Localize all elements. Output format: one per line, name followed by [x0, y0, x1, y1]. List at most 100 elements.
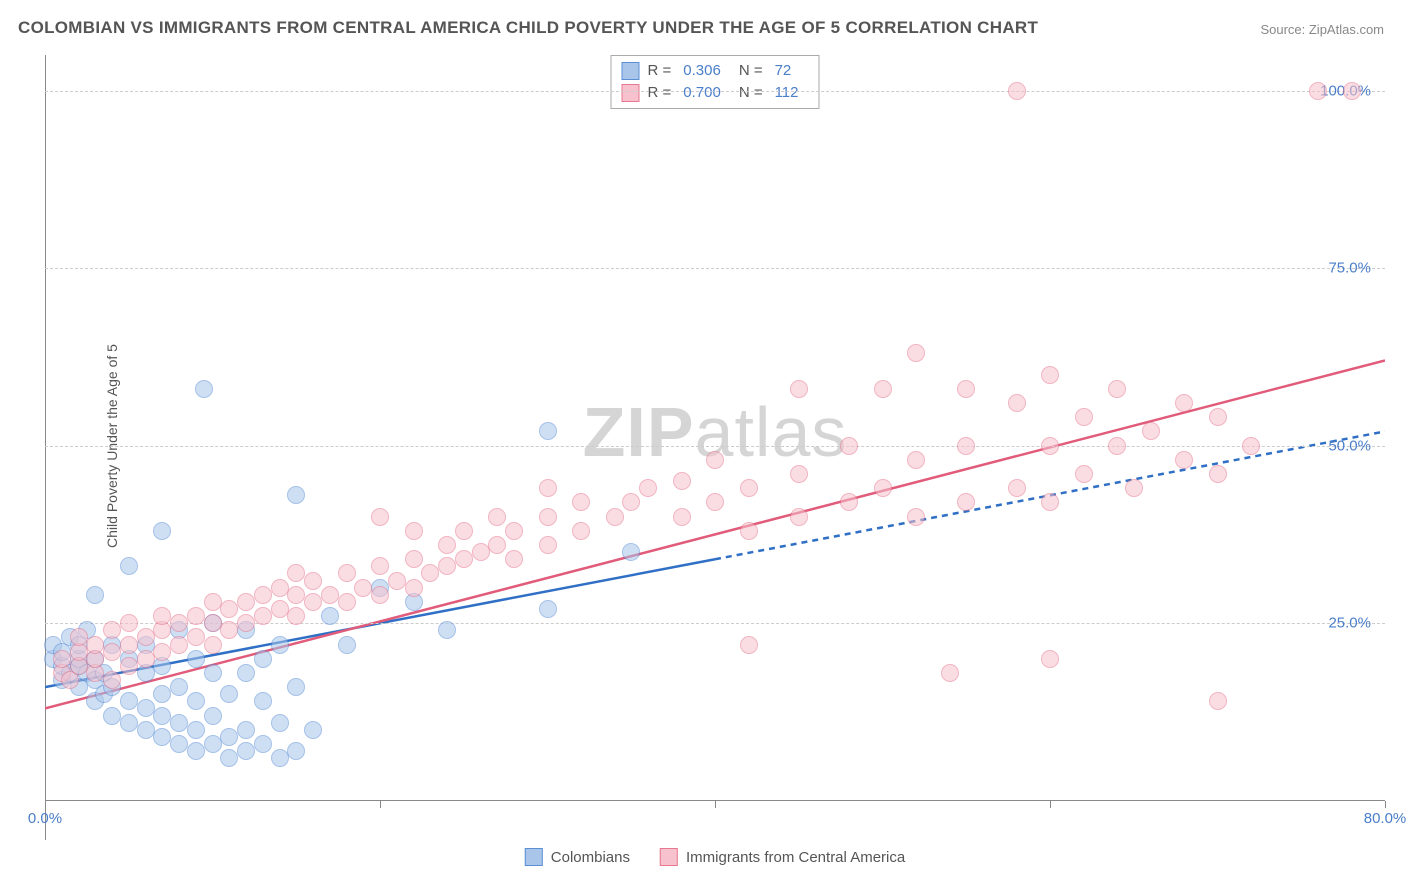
data-point	[120, 657, 138, 675]
data-point	[1209, 465, 1227, 483]
data-point	[103, 707, 121, 725]
data-point	[153, 707, 171, 725]
gridline	[45, 268, 1385, 269]
data-point	[170, 735, 188, 753]
swatch-colombians-icon	[525, 848, 543, 866]
data-point	[86, 636, 104, 654]
data-point	[1075, 465, 1093, 483]
data-point	[220, 749, 238, 767]
data-point	[321, 607, 339, 625]
data-point	[287, 486, 305, 504]
data-point	[455, 550, 473, 568]
data-point	[874, 380, 892, 398]
data-point	[907, 344, 925, 362]
data-point	[120, 614, 138, 632]
legend-stats-row-2: R = 0.700 N = 112	[622, 82, 809, 104]
data-point	[1125, 479, 1143, 497]
data-point	[740, 636, 758, 654]
x-tick-label: 0.0%	[28, 810, 62, 827]
data-point	[907, 508, 925, 526]
data-point	[572, 522, 590, 540]
y-tick-label: 50.0%	[1328, 437, 1371, 454]
y-tick-label: 75.0%	[1328, 260, 1371, 277]
data-point	[405, 550, 423, 568]
data-point	[287, 678, 305, 696]
n-label: N =	[739, 82, 763, 104]
data-point	[103, 671, 121, 689]
data-point	[254, 586, 272, 604]
data-point	[840, 437, 858, 455]
data-point	[438, 536, 456, 554]
data-point	[120, 714, 138, 732]
gridline	[45, 446, 1385, 447]
data-point	[840, 493, 858, 511]
data-point	[957, 493, 975, 511]
data-point	[271, 749, 289, 767]
data-point	[204, 614, 222, 632]
data-point	[204, 664, 222, 682]
data-point	[338, 636, 356, 654]
data-point	[237, 721, 255, 739]
data-point	[237, 664, 255, 682]
data-point	[505, 550, 523, 568]
data-point	[321, 586, 339, 604]
data-point	[220, 600, 238, 618]
chart-container: COLOMBIAN VS IMMIGRANTS FROM CENTRAL AME…	[0, 0, 1406, 892]
legend-stats-row-1: R = 0.306 N = 72	[622, 60, 809, 82]
data-point	[338, 593, 356, 611]
chart-title: COLOMBIAN VS IMMIGRANTS FROM CENTRAL AME…	[18, 18, 1038, 38]
data-point	[254, 650, 272, 668]
legend-item-central-america: Immigrants from Central America	[660, 848, 905, 866]
data-point	[153, 522, 171, 540]
data-point	[371, 508, 389, 526]
data-point	[1142, 422, 1160, 440]
data-point	[271, 636, 289, 654]
data-point	[371, 586, 389, 604]
data-point	[86, 586, 104, 604]
data-point	[1108, 380, 1126, 398]
data-point	[187, 650, 205, 668]
data-point	[254, 607, 272, 625]
data-point	[220, 621, 238, 639]
gridline	[45, 91, 1385, 92]
data-point	[170, 714, 188, 732]
data-point	[957, 380, 975, 398]
data-point	[1343, 82, 1361, 100]
data-point	[304, 572, 322, 590]
data-point	[907, 451, 925, 469]
data-point	[706, 451, 724, 469]
data-point	[70, 628, 88, 646]
data-point	[639, 479, 657, 497]
data-point	[539, 422, 557, 440]
data-point	[472, 543, 490, 561]
data-point	[170, 678, 188, 696]
watermark-zip: ZIP	[583, 393, 695, 471]
data-point	[187, 742, 205, 760]
data-point	[1041, 437, 1059, 455]
data-point	[287, 607, 305, 625]
y-tick-label: 25.0%	[1328, 615, 1371, 632]
data-point	[137, 650, 155, 668]
legend-label-colombians: Colombians	[551, 849, 630, 866]
r-label: R =	[648, 82, 672, 104]
data-point	[539, 600, 557, 618]
data-point	[1075, 408, 1093, 426]
data-point	[941, 664, 959, 682]
data-point	[187, 607, 205, 625]
data-point	[957, 437, 975, 455]
n-value-colombians: 72	[775, 60, 792, 82]
data-point	[505, 522, 523, 540]
data-point	[338, 564, 356, 582]
data-point	[1309, 82, 1327, 100]
x-tick	[1050, 801, 1051, 808]
data-point	[1041, 366, 1059, 384]
data-point	[170, 636, 188, 654]
data-point	[438, 557, 456, 575]
data-point	[488, 508, 506, 526]
data-point	[287, 742, 305, 760]
data-point	[421, 564, 439, 582]
plot-area: ZIPatlas R = 0.306 N = 72 R = 0.700 N = …	[45, 55, 1385, 840]
data-point	[1041, 493, 1059, 511]
data-point	[204, 593, 222, 611]
data-point	[706, 493, 724, 511]
